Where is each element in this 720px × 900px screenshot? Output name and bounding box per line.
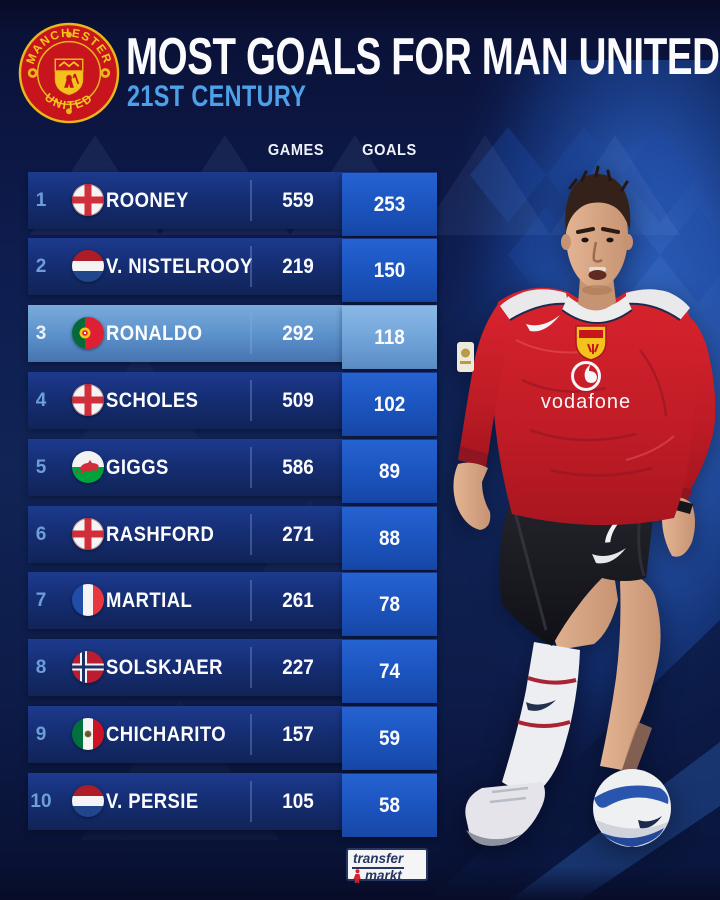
- games-value: 157: [282, 722, 314, 746]
- goals-value: 88: [378, 526, 401, 550]
- france-flag-icon: [72, 584, 104, 617]
- rank-label: 1: [35, 189, 47, 211]
- column-header-games: GAMES: [267, 142, 325, 159]
- rank-label: 7: [35, 590, 47, 612]
- brand-text-top: transfer: [352, 852, 405, 869]
- england-flag-icon: [72, 517, 104, 550]
- netherlands-flag-icon: [72, 784, 104, 817]
- rank-label: 5: [35, 456, 47, 478]
- column-divider: [250, 713, 252, 755]
- table-row: 4 SCHOLES 509 102: [28, 371, 437, 436]
- games-value: 586: [282, 455, 314, 479]
- player-name: GIGGS: [106, 455, 169, 479]
- brand-text-bottom: markt: [353, 868, 422, 883]
- transfermarkt-logo: transfer markt: [346, 848, 428, 883]
- rank-label: 10: [30, 790, 52, 812]
- wales-flag-icon: [72, 450, 104, 483]
- crest-shield: [54, 58, 84, 96]
- table-row: 10 V. PERSIE 105 58: [28, 772, 437, 837]
- goals-badge: 150: [342, 239, 437, 303]
- goals-value: 253: [373, 192, 406, 216]
- games-value: 261: [282, 589, 314, 613]
- goals-badge: 102: [342, 372, 437, 436]
- column-divider: [250, 246, 252, 288]
- player-name: CHICHARITO: [106, 722, 227, 746]
- rank-label: 8: [35, 657, 47, 679]
- column-divider: [250, 780, 252, 822]
- table-row: 1 ROONEY 559 253: [28, 171, 437, 236]
- column-divider: [250, 313, 252, 355]
- games-value: 105: [282, 789, 314, 813]
- player-name: RONALDO: [106, 322, 203, 346]
- games-value: 509: [282, 388, 314, 412]
- goals-badge: 253: [342, 172, 437, 236]
- column-divider: [250, 580, 252, 622]
- games-value: 559: [282, 188, 314, 212]
- player-name: RASHFORD: [106, 522, 215, 546]
- goals-badge: 88: [342, 506, 437, 570]
- table-row: 7 MARTIAL 261 78: [28, 572, 437, 637]
- table-row: 8 SOLSKJAER 227 74: [28, 639, 437, 704]
- goals-value: 59: [378, 726, 401, 750]
- page-subtitle: 21ST CENTURY: [127, 80, 307, 113]
- column-divider: [250, 513, 252, 555]
- goals-value: 150: [373, 259, 406, 283]
- table-row: 5 GIGGS 586 89: [28, 438, 437, 503]
- england-flag-icon: [72, 383, 104, 416]
- player-name: V. NISTELROOY: [106, 255, 253, 279]
- games-value: 271: [282, 522, 314, 546]
- goals-value: 78: [378, 593, 401, 617]
- goals-badge: 89: [342, 439, 437, 503]
- brand-mascot-icon: [353, 868, 361, 883]
- goals-value: 74: [378, 660, 401, 684]
- column-divider: [250, 179, 252, 221]
- player-name: V. PERSIE: [106, 789, 199, 813]
- mexico-flag-icon: [72, 717, 104, 750]
- goals-value: 89: [378, 459, 401, 483]
- games-value: 292: [282, 322, 314, 346]
- player-name: SCHOLES: [106, 388, 199, 412]
- rank-label: 6: [35, 523, 47, 545]
- goals-badge: 118: [342, 306, 437, 370]
- table-row: 6 RASHFORD 271 88: [28, 505, 437, 570]
- rank-label: 3: [35, 323, 47, 345]
- games-value: 219: [282, 255, 314, 279]
- player-name: MARTIAL: [106, 589, 193, 613]
- rank-label: 9: [35, 723, 47, 745]
- column-divider: [250, 446, 252, 488]
- portugal-flag-icon: [72, 317, 104, 350]
- rank-label: 2: [35, 256, 47, 278]
- table-row: 3 RONALDO 292 118: [28, 305, 437, 370]
- goals-badge: 74: [342, 640, 437, 704]
- column-divider: [250, 379, 252, 421]
- netherlands-flag-icon: [72, 250, 104, 283]
- table-row: 9 CHICHARITO 157 59: [28, 705, 437, 770]
- goals-badge: 78: [342, 573, 437, 637]
- column-divider: [250, 647, 252, 689]
- goals-badge: 58: [342, 773, 437, 837]
- table-row: 2 V. NISTELROOY 219 150: [28, 238, 437, 303]
- games-value: 227: [282, 656, 314, 680]
- goals-value: 58: [378, 793, 401, 817]
- goals-value: 118: [374, 326, 405, 350]
- england-flag-icon: [72, 183, 104, 216]
- norway-flag-icon: [72, 651, 104, 684]
- rank-label: 4: [35, 389, 47, 411]
- player-name: SOLSKJAER: [106, 656, 223, 680]
- player-name: ROONEY: [106, 188, 189, 212]
- goals-badge: 59: [342, 706, 437, 770]
- goals-value: 102: [373, 392, 406, 416]
